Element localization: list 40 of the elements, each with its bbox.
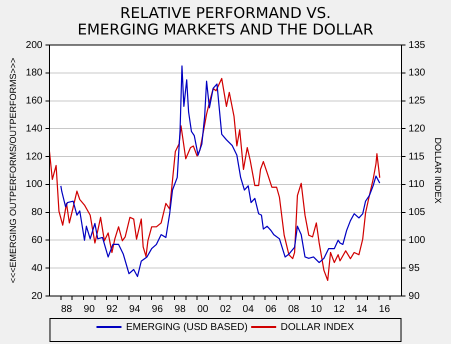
y2-tick-label: 125 <box>408 96 426 107</box>
y-tick-label: 60 <box>31 234 43 246</box>
y-tick-label: 160 <box>26 96 43 107</box>
x-tick-label: 10 <box>310 304 322 315</box>
y-tick-label: 80 <box>31 207 43 218</box>
y2-tick-label: 135 <box>408 40 426 51</box>
y-tick-label: 100 <box>26 179 43 190</box>
x-tick-label: 02 <box>220 304 232 315</box>
legend-label: DOLLAR INDEX <box>280 322 354 333</box>
x-tick-label: 14 <box>356 304 368 315</box>
y2-axis-title: DOLLAR INDEX <box>433 137 444 204</box>
x-tick-label: 94 <box>129 304 141 315</box>
y2-tick-label: 105 <box>408 207 426 218</box>
x-tick-label: 88 <box>60 304 73 315</box>
x-tick-label: 08 <box>288 304 300 315</box>
y2-tick-label: 115 <box>408 151 425 162</box>
y-tick-label: 140 <box>26 123 43 134</box>
x-tick-label: 96 <box>152 304 164 315</box>
y2-tick-label: 100 <box>408 234 426 246</box>
x-tick-label: 00 <box>197 304 209 315</box>
y-tick-label: 120 <box>26 151 43 162</box>
y-axis-title: <<<EMERGING OUTPERFORMS/OUTPERFORMS>>> <box>8 58 18 284</box>
y2-tick-label: 130 <box>408 68 426 79</box>
y-tick-label: 180 <box>26 68 43 79</box>
y-tick-label: 40 <box>31 262 43 274</box>
x-tick-label: 92 <box>106 304 118 315</box>
y-tick-label: 200 <box>26 40 43 51</box>
x-tick-label: 90 <box>84 304 96 315</box>
x-tick-label: 06 <box>265 304 277 315</box>
y-tick-label: 20 <box>31 290 43 302</box>
x-tick-label: 04 <box>242 304 254 315</box>
legend-label: EMERGING (USD BASED) <box>126 322 248 333</box>
x-tick-label: 98 <box>174 304 186 315</box>
y2-tick-label: 90 <box>408 290 420 302</box>
chart-title: RELATIVE PERFORMAND VS. EMERGING MARKETS AND THE DOLLAR <box>78 4 374 39</box>
x-tick-label: 16 <box>378 304 390 315</box>
y2-tick-label: 120 <box>408 123 426 134</box>
x-tick-label: 12 <box>333 304 346 315</box>
y2-tick-label: 110 <box>408 179 425 190</box>
y2-tick-label: 95 <box>408 262 420 274</box>
